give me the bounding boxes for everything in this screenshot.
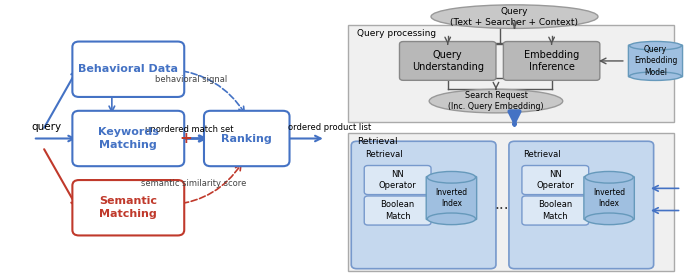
Text: NN
Operator: NN Operator xyxy=(536,170,574,190)
FancyBboxPatch shape xyxy=(72,111,184,166)
Text: Boolean
Match: Boolean Match xyxy=(381,201,415,220)
Text: Ranking: Ranking xyxy=(221,134,272,143)
FancyBboxPatch shape xyxy=(400,42,496,80)
FancyBboxPatch shape xyxy=(364,196,431,225)
Text: ordered product list: ordered product list xyxy=(288,123,371,132)
Text: Retrieval: Retrieval xyxy=(523,150,560,159)
Ellipse shape xyxy=(427,171,475,183)
Text: NN
Operator: NN Operator xyxy=(379,170,416,190)
FancyBboxPatch shape xyxy=(426,176,477,220)
Ellipse shape xyxy=(585,171,634,183)
Text: Retrieval: Retrieval xyxy=(357,137,398,146)
Ellipse shape xyxy=(429,89,563,113)
Ellipse shape xyxy=(629,42,682,50)
FancyBboxPatch shape xyxy=(629,45,682,77)
Ellipse shape xyxy=(427,213,475,225)
Text: Query
Embedding
Model: Query Embedding Model xyxy=(634,45,677,76)
FancyBboxPatch shape xyxy=(522,196,589,225)
FancyBboxPatch shape xyxy=(351,141,496,269)
Ellipse shape xyxy=(629,72,682,80)
Text: Semantic
Matching: Semantic Matching xyxy=(99,196,158,219)
Text: Boolean
Match: Boolean Match xyxy=(538,201,573,220)
Text: Retrieval: Retrieval xyxy=(365,150,403,159)
Text: Query
Understanding: Query Understanding xyxy=(412,50,484,72)
Text: +: + xyxy=(179,131,193,146)
Text: Query processing: Query processing xyxy=(357,29,436,38)
Text: ...: ... xyxy=(494,198,509,212)
FancyBboxPatch shape xyxy=(503,42,600,80)
FancyBboxPatch shape xyxy=(364,165,431,194)
FancyBboxPatch shape xyxy=(347,25,674,122)
FancyBboxPatch shape xyxy=(72,42,184,97)
Text: Embedding
Inference: Embedding Inference xyxy=(524,50,579,72)
FancyBboxPatch shape xyxy=(347,133,674,271)
FancyBboxPatch shape xyxy=(72,180,184,235)
Ellipse shape xyxy=(585,213,634,225)
Text: unordered match set: unordered match set xyxy=(145,125,233,134)
Text: Inverted
Index: Inverted Index xyxy=(593,188,625,208)
Text: behavioral signal: behavioral signal xyxy=(155,76,227,84)
Text: Keywords
Matching: Keywords Matching xyxy=(98,127,159,150)
Text: Query
(Text + Searcher + Context): Query (Text + Searcher + Context) xyxy=(451,7,578,27)
Text: Behavioral Data: Behavioral Data xyxy=(78,64,178,74)
FancyBboxPatch shape xyxy=(584,176,634,220)
FancyBboxPatch shape xyxy=(509,141,654,269)
FancyBboxPatch shape xyxy=(204,111,290,166)
Text: Search Request
(Inc. Query Embedding): Search Request (Inc. Query Embedding) xyxy=(448,91,544,111)
Text: semantic similarity score: semantic similarity score xyxy=(141,179,247,188)
FancyBboxPatch shape xyxy=(522,165,589,194)
Text: query: query xyxy=(32,122,62,132)
Ellipse shape xyxy=(431,5,598,28)
Text: Inverted
Index: Inverted Index xyxy=(435,188,468,208)
